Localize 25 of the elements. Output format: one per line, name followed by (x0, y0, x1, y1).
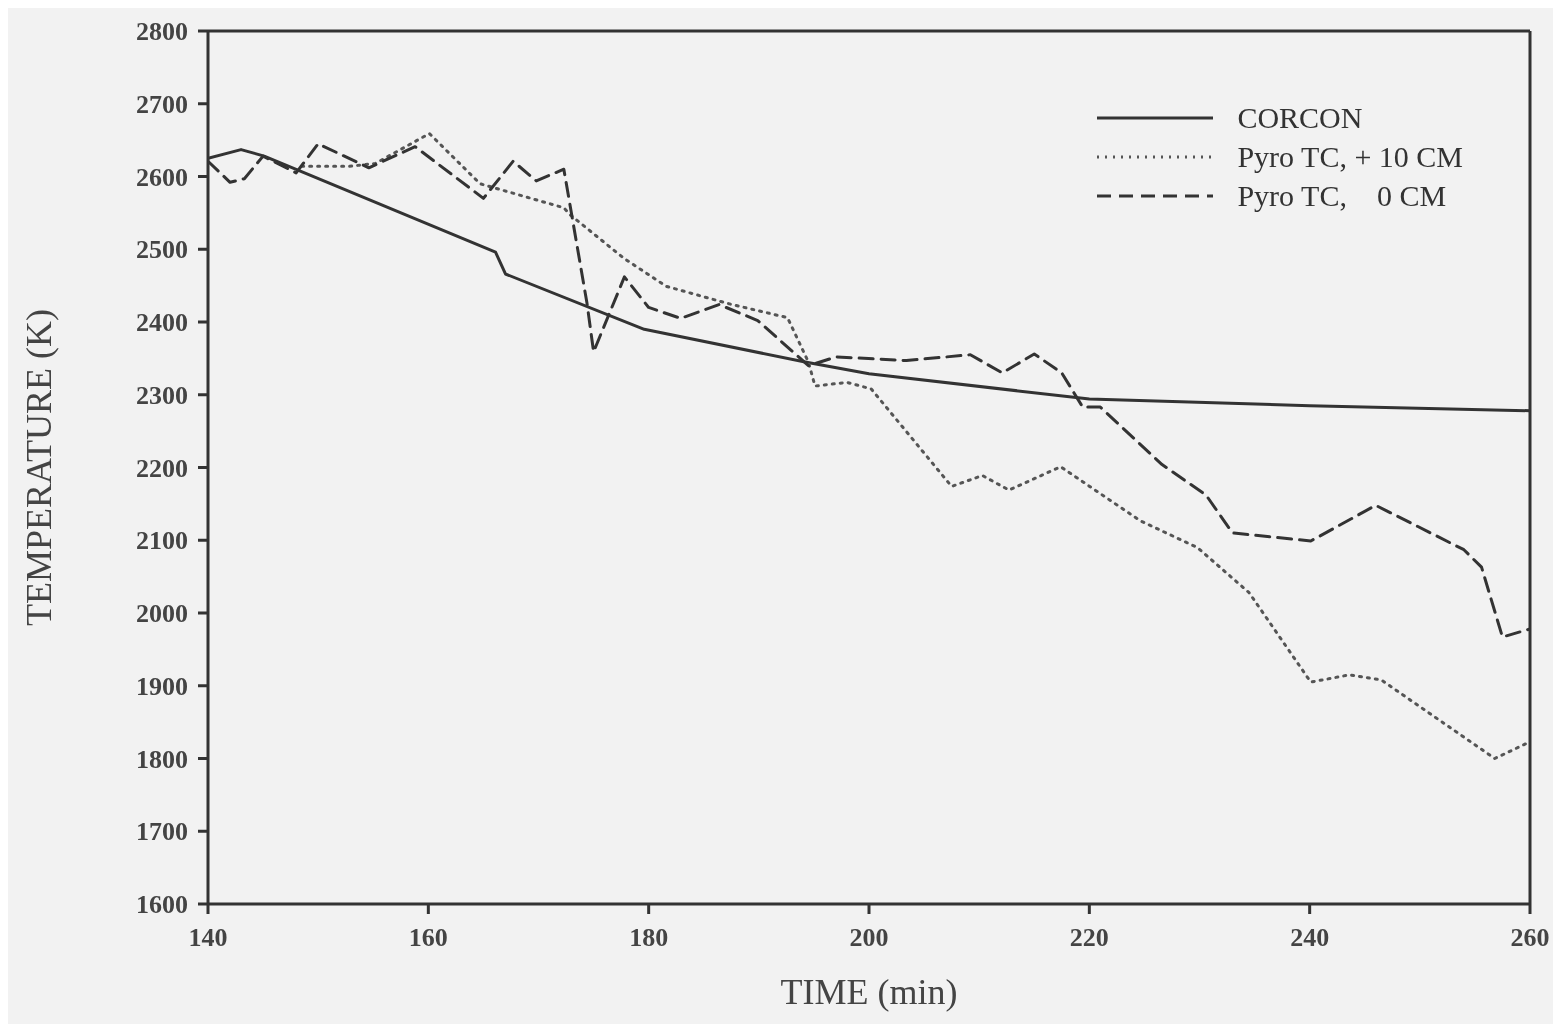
y-axis-title: TEMPERATURE (K) (18, 309, 59, 626)
y-tick-label: 2400 (136, 308, 188, 338)
y-tick-label: 1800 (136, 744, 188, 774)
y-tick-label: 2700 (136, 89, 188, 119)
x-axis-title: TIME (min) (780, 972, 958, 1012)
x-tick-label: 160 (408, 923, 448, 953)
y-tick-label: 2800 (136, 17, 188, 47)
x-tick-label: 200 (849, 923, 889, 953)
legend-label: Pyro TC, 0 CM (1237, 178, 1447, 213)
y-tick-label: 2500 (136, 235, 188, 265)
x-tick-label: 140 (188, 923, 228, 953)
x-tick-label: 180 (629, 923, 669, 953)
y-tick-label: 1900 (136, 671, 188, 701)
y-tick-label: 2000 (136, 599, 188, 629)
y-tick-label: 2600 (136, 162, 188, 192)
y-tick-label: 2100 (136, 526, 188, 556)
legend-label: Pyro TC, + 10 CM (1237, 139, 1463, 174)
y-tick-label: 2200 (136, 453, 188, 483)
y-tick-label: 1600 (136, 890, 188, 920)
y-tick-label: 2300 (136, 380, 188, 410)
legend-label: CORCON (1237, 100, 1363, 135)
x-tick-label: 260 (1510, 923, 1550, 953)
x-tick-label: 220 (1069, 923, 1109, 953)
x-tick-label: 240 (1290, 923, 1330, 953)
y-tick-label: 1700 (136, 817, 188, 847)
